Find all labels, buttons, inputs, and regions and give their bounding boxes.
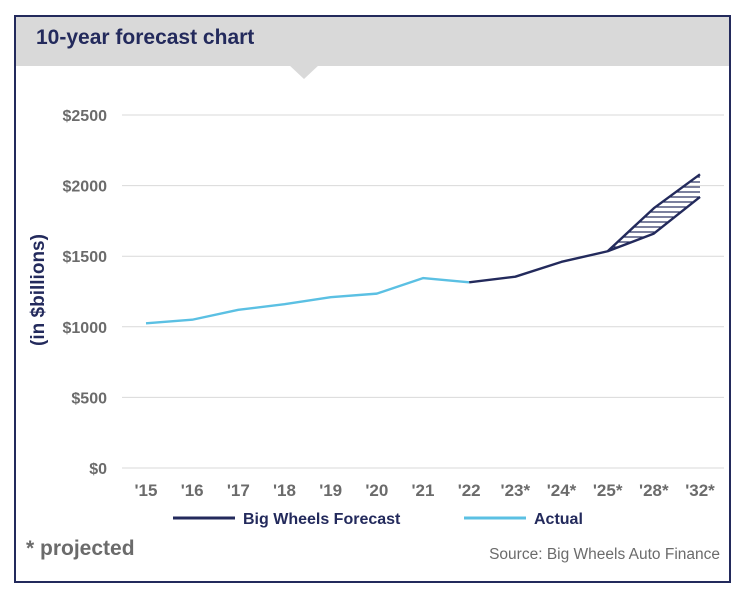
- x-tick-label: '23*: [501, 481, 531, 500]
- x-tick-label: '28*: [639, 481, 669, 500]
- source-note: Source: Big Wheels Auto Finance: [489, 546, 720, 563]
- forecast-range-hatch: [607, 174, 700, 252]
- x-tick-label: '25*: [593, 481, 623, 500]
- x-tick-label: '22: [458, 481, 481, 500]
- header-pointer: [288, 64, 320, 79]
- y-tick-label: $500: [71, 390, 107, 407]
- y-tick-label: $1500: [63, 249, 108, 266]
- x-tick-label: '24*: [547, 481, 577, 500]
- series-line-actual: [145, 276, 470, 325]
- series-lines: [145, 173, 701, 325]
- y-tick-label: $1000: [63, 320, 108, 337]
- x-tick-label: '18: [273, 481, 296, 500]
- x-tick-label: '20: [365, 481, 388, 500]
- y-tick-label: $0: [89, 461, 107, 478]
- legend-label: Actual: [534, 511, 583, 528]
- chart-title: 10-year forecast chart: [36, 26, 255, 49]
- series-line-big-wheels-forecast: [469, 195, 701, 284]
- legend: Big Wheels Forecast Actual: [173, 511, 583, 528]
- legend-label: Big Wheels Forecast: [243, 511, 401, 528]
- chart-frame: 10-year forecast chart: [14, 15, 731, 583]
- forecast-upper-line: [606, 173, 701, 253]
- x-tick-label: '21: [412, 481, 435, 500]
- x-axis-ticks: '15 '16 '17 '18 '19 '20 '21 '22 '23* '24* '25* '28*…: [135, 481, 716, 500]
- y-tick-label: $2000: [63, 179, 108, 196]
- x-tick-label: '32*: [685, 481, 715, 500]
- y-axis-label: (in $billions): [28, 234, 49, 346]
- x-tick-label: '17: [227, 481, 250, 500]
- grid-lines: [122, 114, 724, 469]
- x-tick-label: '16: [181, 481, 204, 500]
- x-tick-label: '15: [135, 481, 158, 500]
- y-tick-label: $2500: [63, 108, 108, 125]
- x-tick-label: '19: [319, 481, 342, 500]
- chart-header: 10-year forecast chart: [16, 17, 729, 66]
- y-axis-ticks: $0 $500 $1000 $1500 $2000 $2500: [63, 108, 108, 478]
- projected-footnote: * projected: [26, 537, 135, 560]
